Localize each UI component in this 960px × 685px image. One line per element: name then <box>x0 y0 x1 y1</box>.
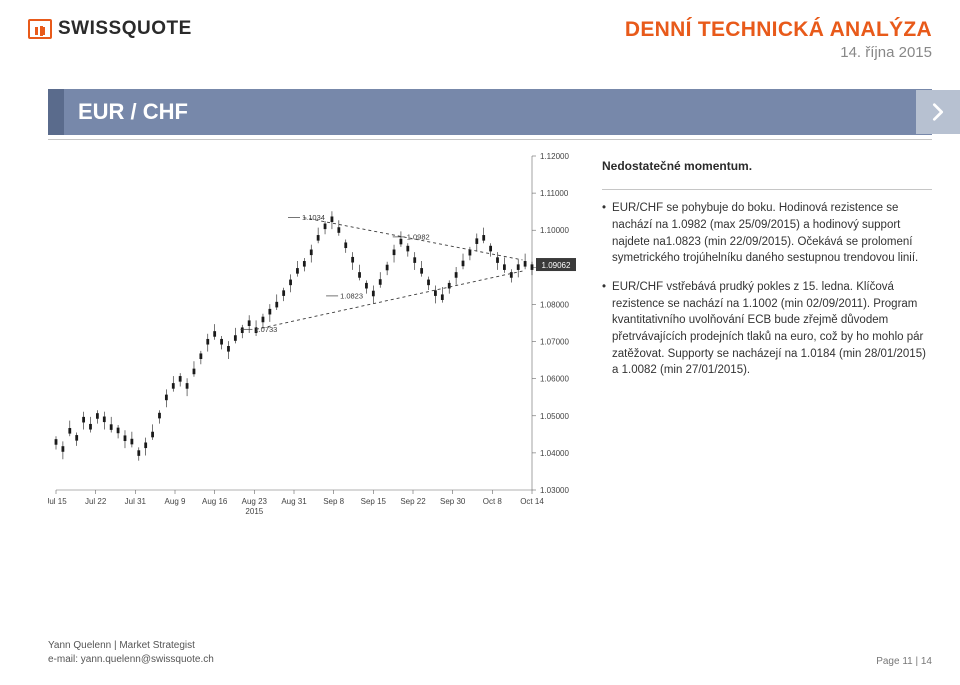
svg-text:1.05000: 1.05000 <box>540 412 569 421</box>
divider <box>48 139 932 140</box>
svg-text:Sep 8: Sep 8 <box>323 497 344 506</box>
report-title-block: DENNÍ TECHNICKÁ ANALÝZA 14. října 2015 <box>625 18 932 61</box>
price-chart: 1.03000 1.04000 1.05000 1.06000 1.07000 1.080… <box>48 148 588 518</box>
bullet-dot: • <box>602 200 606 267</box>
divider <box>602 189 932 190</box>
svg-text:Sep 15: Sep 15 <box>361 497 387 506</box>
logo-text: SWISSQUOTE <box>58 18 192 40</box>
svg-text:Aug 23: Aug 23 <box>242 497 268 506</box>
svg-text:1.09062: 1.09062 <box>542 261 571 270</box>
svg-text:Jul 31: Jul 31 <box>125 497 147 506</box>
analysis-bullet: •EUR/CHF se pohybuje do boku. Hodinová r… <box>602 200 932 267</box>
analysis-bullet: •EUR/CHF vstřebává prudký pokles z 15. l… <box>602 279 932 379</box>
bullet-dot: • <box>602 279 606 379</box>
svg-text:1.07000: 1.07000 <box>540 338 569 347</box>
svg-text:Oct 14: Oct 14 <box>520 497 544 506</box>
svg-text:1.04000: 1.04000 <box>540 449 569 458</box>
report-title: DENNÍ TECHNICKÁ ANALÝZA <box>625 18 932 42</box>
svg-text:Aug 9: Aug 9 <box>165 497 186 506</box>
svg-text:1.0823: 1.0823 <box>340 291 363 300</box>
summary-heading: Nedostatečné momentum. <box>602 158 932 175</box>
svg-text:Jul 22: Jul 22 <box>85 497 107 506</box>
logo-icon <box>28 19 52 39</box>
svg-text:Jul 15: Jul 15 <box>48 497 67 506</box>
svg-text:Aug 31: Aug 31 <box>281 497 307 506</box>
bullet-text: EUR/CHF vstřebává prudký pokles z 15. le… <box>612 279 932 379</box>
analysis-text: Nedostatečné momentum. •EUR/CHF se pohyb… <box>602 148 932 523</box>
next-arrow-button[interactable] <box>916 90 960 134</box>
currency-pair-label: EUR / CHF <box>64 99 188 125</box>
svg-text:1.11000: 1.11000 <box>540 189 569 198</box>
chart-container: 1.03000 1.04000 1.05000 1.06000 1.07000 1.080… <box>48 148 588 523</box>
report-date: 14. října 2015 <box>625 44 932 61</box>
bullet-text: EUR/CHF se pohybuje do boku. Hodinová re… <box>612 200 932 267</box>
page-number: Page 11 | 14 <box>876 656 932 667</box>
svg-text:Aug 16: Aug 16 <box>202 497 228 506</box>
svg-text:1.03000: 1.03000 <box>540 486 569 495</box>
author-name: Yann Quelenn | Market Strategist <box>48 639 214 653</box>
currency-pair-bar: EUR / CHF <box>48 89 932 135</box>
svg-text:Sep 30: Sep 30 <box>440 497 466 506</box>
logo: SWISSQUOTE <box>28 18 192 40</box>
svg-text:1.1034: 1.1034 <box>302 213 325 222</box>
footer-author-block: Yann Quelenn | Market Strategist e-mail:… <box>48 639 214 667</box>
svg-text:2015: 2015 <box>245 507 263 516</box>
svg-text:Oct 8: Oct 8 <box>483 497 503 506</box>
svg-text:1.0982: 1.0982 <box>407 232 430 241</box>
svg-text:1.10000: 1.10000 <box>540 226 569 235</box>
svg-text:Sep 22: Sep 22 <box>400 497 426 506</box>
arrow-right-icon <box>927 101 949 123</box>
svg-text:1.0733: 1.0733 <box>254 325 277 334</box>
svg-text:1.08000: 1.08000 <box>540 300 569 309</box>
svg-text:1.12000: 1.12000 <box>540 152 569 161</box>
author-email: e-mail: yann.quelenn@swissquote.ch <box>48 653 214 667</box>
svg-text:1.06000: 1.06000 <box>540 375 569 384</box>
